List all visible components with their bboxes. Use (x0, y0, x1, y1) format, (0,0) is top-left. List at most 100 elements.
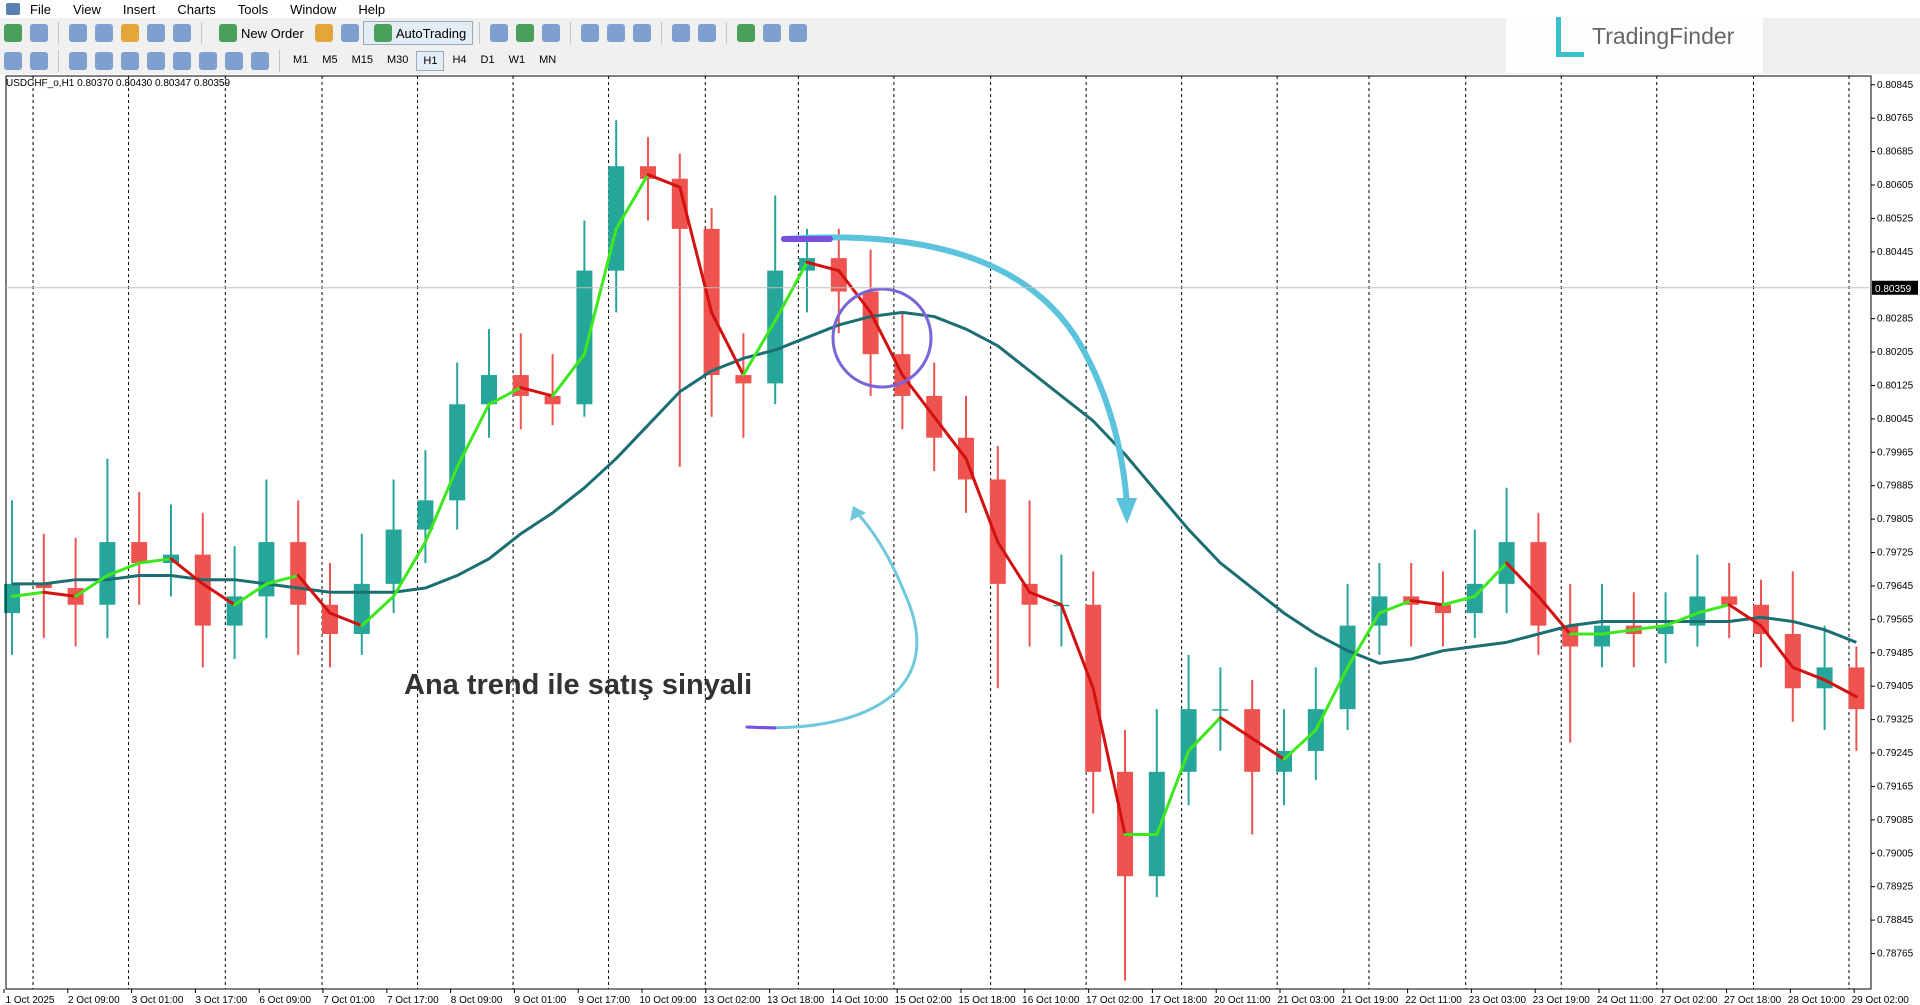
fast-ma-segment (1791, 665, 1827, 682)
autotrading-button[interactable]: AutoTrading (362, 21, 474, 45)
fast-ma-segment (42, 590, 78, 598)
terminal-button[interactable] (147, 24, 165, 42)
fast-ma-segment (996, 540, 1032, 594)
metaeditor-button[interactable] (314, 24, 333, 42)
candle-body (481, 375, 497, 405)
y-tick-label: 0.80765 (1877, 113, 1914, 124)
cursor-button[interactable] (4, 52, 22, 70)
timeframe-button[interactable]: H4 (452, 54, 467, 66)
menu-item[interactable]: Help (358, 1, 386, 17)
fibonacci-button[interactable] (173, 52, 191, 70)
menu-item[interactable]: Charts (177, 1, 216, 17)
tile-button[interactable] (633, 24, 652, 42)
trendline-button[interactable] (121, 52, 139, 70)
zoom-out-button[interactable] (607, 24, 626, 42)
zoom-in-button[interactable] (581, 24, 600, 42)
y-tick-label: 0.79565 (1877, 614, 1914, 625)
fast-ma-segment (773, 260, 809, 323)
fast-ma-segment (1059, 603, 1095, 690)
menu-item[interactable]: Insert (122, 1, 156, 17)
candle-body (322, 604, 338, 634)
timeframe-button[interactable]: W1 (508, 54, 526, 66)
y-tick-label: 0.79885 (1877, 481, 1914, 492)
fast-ma-segment (487, 386, 523, 406)
market-watch-button[interactable] (69, 24, 87, 42)
menu-item[interactable]: Window (290, 1, 337, 17)
separator (201, 22, 202, 44)
signal-arrow (745, 512, 919, 730)
fast-ma-segment (741, 319, 777, 377)
candle-body (35, 583, 52, 589)
line-chart-button[interactable] (542, 24, 561, 42)
timeframe-button[interactable]: MN (539, 54, 557, 66)
x-tick-label: 21 Oct 19:00 (1341, 995, 1399, 1005)
timeframe-button[interactable]: D1 (480, 54, 495, 66)
x-tick-label: 20 Oct 11:00 (1214, 995, 1271, 1005)
fast-ma-segment (1028, 590, 1063, 607)
bar-chart-button[interactable] (490, 24, 509, 42)
arrows-button[interactable] (251, 52, 269, 70)
x-tick-label: 15 Oct 02:00 (895, 995, 953, 1005)
x-tick-label: 6 Oct 09:00 (259, 995, 311, 1005)
candle-body (1689, 596, 1706, 626)
x-tick-label: 13 Oct 18:00 (767, 995, 825, 1005)
fast-ma-segment (1091, 686, 1127, 836)
y-tick-label: 0.79965 (1877, 447, 1914, 458)
data-window-button[interactable] (95, 24, 113, 42)
vertical-line-button[interactable] (69, 52, 87, 70)
fast-ma-segment (1377, 599, 1413, 615)
x-tick-label: 3 Oct 17:00 (196, 995, 248, 1005)
menu-item[interactable]: File (30, 1, 51, 17)
tester-button[interactable] (173, 24, 191, 42)
autoscroll-button[interactable] (672, 24, 691, 42)
crosshair-button[interactable] (30, 52, 48, 70)
separators (32, 76, 1850, 989)
fast-ma-segment (805, 260, 841, 273)
indicators-button[interactable] (737, 24, 756, 42)
fast-ma-segment (1473, 561, 1509, 598)
fast-ma-segment (1727, 603, 1763, 628)
periods-button[interactable] (763, 24, 782, 42)
label-button[interactable] (225, 52, 243, 70)
fast-ma-segment (710, 310, 745, 377)
timeframe-button[interactable]: M15 (351, 54, 373, 66)
signal-arrow-head (850, 506, 866, 521)
y-tick-label: 0.79005 (1877, 848, 1914, 859)
x-tick-label: 21 Oct 03:00 (1277, 995, 1335, 1005)
fast-ma-segment (74, 574, 109, 598)
chart-shift-button[interactable] (698, 24, 717, 42)
menu-item[interactable]: View (72, 1, 101, 17)
new-chart-button[interactable] (4, 24, 22, 42)
fast-ma-segment (264, 574, 300, 586)
timeframe-button[interactable]: M1 (293, 54, 309, 66)
fast-ma-segment (328, 611, 364, 628)
candle-body (1212, 709, 1229, 711)
navigator-button[interactable] (121, 24, 139, 42)
channel-button[interactable] (147, 52, 165, 70)
fast-ma-segment (233, 582, 268, 607)
profiles-button[interactable] (30, 24, 48, 42)
candle-body (576, 270, 593, 405)
text-button[interactable] (199, 52, 217, 70)
fast-ma-segment (1759, 624, 1795, 669)
horizontal-line-button[interactable] (95, 52, 113, 70)
candle-body (1435, 604, 1451, 614)
timeframe-button[interactable]: H1 (416, 51, 445, 71)
fast-ma-segment (1218, 716, 1254, 740)
plot-frame (5, 75, 1872, 990)
y-tick-label: 0.80685 (1877, 147, 1914, 158)
x-tick-label: 16 Oct 10:00 (1022, 995, 1080, 1005)
y-tick-label: 0.79325 (1877, 715, 1914, 726)
candles-button[interactable] (516, 24, 535, 42)
menu-item[interactable]: Tools (237, 1, 269, 17)
x-tick-label: 1 Oct 2025 (6, 995, 55, 1005)
signals-button[interactable] (340, 24, 359, 42)
templates-button[interactable] (789, 24, 808, 42)
new-order-button[interactable]: New Order (208, 21, 311, 45)
y-tick-label: 0.80045 (1877, 414, 1914, 425)
menu-bar: File View Insert Charts Tools Window Help (0, 0, 1920, 18)
timeframe-button[interactable]: M30 (386, 54, 409, 66)
y-tick-label: 0.79085 (1877, 815, 1914, 826)
x-tick-label: 23 Oct 03:00 (1469, 995, 1527, 1005)
timeframe-button[interactable]: M5 (322, 54, 338, 66)
